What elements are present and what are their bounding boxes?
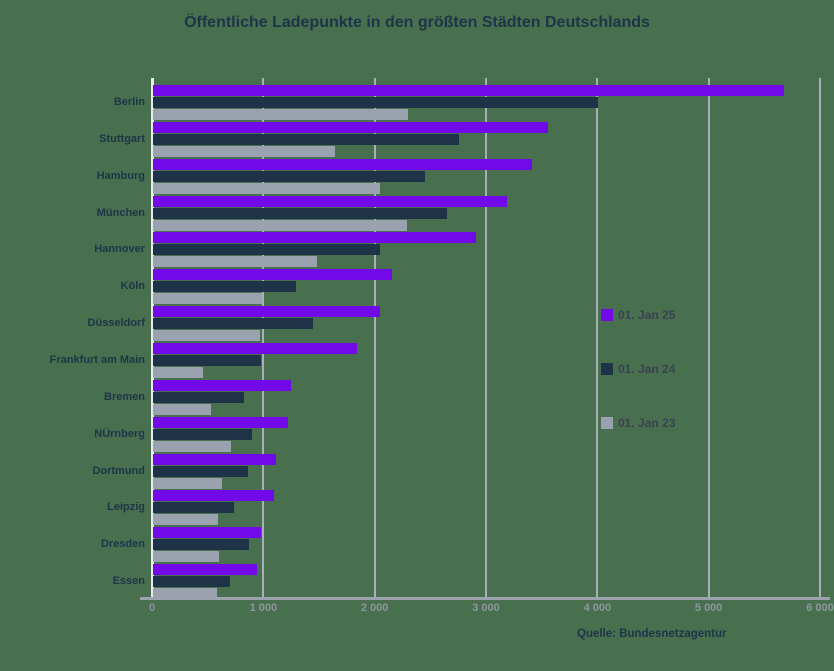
bar-frankfurt-am-main-01-jan-25 — [153, 342, 357, 354]
gridline — [485, 78, 487, 597]
bar-dresden-01-jan-23 — [153, 551, 219, 563]
x-tick-label: 5 000 — [694, 602, 723, 614]
category-label-hannover: Hannover — [94, 243, 145, 256]
bar-dresden-01-jan-25 — [153, 527, 261, 539]
bar-bremen-01-jan-25 — [153, 379, 292, 391]
bar-berlin-01-jan-25 — [153, 85, 785, 96]
bar-frankfurt-am-main-01-jan-24 — [153, 354, 261, 366]
gridline — [373, 78, 376, 597]
x-tick-label: 0 — [148, 602, 156, 614]
bar-leipzig-01-jan-25 — [153, 490, 275, 502]
legend-label-01-jan-24: 01. Jan 24 — [618, 362, 676, 376]
category-label-n-rnberg: NÜrnberg — [94, 427, 145, 440]
bar-m-nchen-01-jan-23 — [153, 219, 407, 231]
bar-frankfurt-am-main-01-jan-23 — [153, 366, 204, 378]
category-label-leipzig: Leipzig — [107, 501, 145, 514]
bar-k-ln-01-jan-25 — [153, 269, 393, 281]
category-label-essen: Essen — [112, 575, 145, 588]
x-tick-label: 2 000 — [360, 602, 389, 614]
bar-berlin-01-jan-24 — [153, 97, 599, 108]
y-axis-zero-line — [150, 78, 154, 597]
bar-stuttgart-01-jan-25 — [153, 121, 549, 133]
category-label-k-ln: Köln — [120, 280, 145, 293]
bar-hannover-01-jan-23 — [153, 256, 317, 268]
bar-dresden-01-jan-24 — [153, 539, 249, 551]
category-label-dortmund: Dortmund — [92, 464, 145, 477]
bar-essen-01-jan-25 — [153, 564, 257, 576]
legend-swatch-01-jan-25 — [601, 309, 613, 321]
category-label-bremen: Bremen — [104, 390, 145, 403]
bar-n-rnberg-01-jan-23 — [153, 440, 231, 452]
bar-hamburg-01-jan-23 — [153, 182, 381, 194]
category-label-d-sseldorf: Düsseldorf — [87, 317, 145, 330]
x-tick-label: 4 000 — [583, 602, 612, 614]
x-axis-baseline — [140, 597, 830, 600]
bar-dortmund-01-jan-23 — [153, 477, 222, 489]
bar-essen-01-jan-23 — [153, 588, 217, 600]
bar-n-rnberg-01-jan-25 — [153, 416, 288, 428]
category-label-stuttgart: Stuttgart — [99, 132, 145, 145]
x-tick-label: 6 000 — [806, 602, 834, 614]
bar-d-sseldorf-01-jan-23 — [153, 330, 260, 342]
bar-leipzig-01-jan-23 — [153, 514, 218, 526]
category-label-m-nchen: München — [96, 206, 145, 219]
bar-k-ln-01-jan-24 — [153, 281, 296, 293]
gridline — [262, 78, 265, 597]
category-label-frankfurt-am-main: Frankfurt am Main — [49, 353, 145, 366]
category-label-dresden: Dresden — [100, 538, 145, 551]
bar-stuttgart-01-jan-23 — [153, 145, 335, 157]
legend-label-01-jan-23: 01. Jan 23 — [618, 416, 676, 430]
bar-m-nchen-01-jan-25 — [153, 195, 507, 207]
bar-berlin-01-jan-23 — [153, 109, 408, 120]
bar-bremen-01-jan-23 — [153, 403, 211, 415]
bar-d-sseldorf-01-jan-24 — [153, 318, 314, 330]
source-credit: Quelle: Bundesnetzagentur — [577, 628, 727, 640]
legend-swatch-01-jan-23 — [601, 417, 613, 429]
legend-swatch-01-jan-24 — [601, 363, 613, 375]
bar-stuttgart-01-jan-24 — [153, 133, 460, 145]
bar-essen-01-jan-24 — [153, 576, 230, 588]
gridline — [596, 78, 599, 597]
x-tick-label: 3 000 — [472, 602, 500, 614]
chart-title: Öffentliche Ladepunkte in den größten St… — [184, 14, 650, 31]
bar-bremen-01-jan-24 — [153, 391, 245, 403]
bar-d-sseldorf-01-jan-25 — [153, 306, 381, 318]
gridline — [819, 78, 821, 597]
bar-hamburg-01-jan-25 — [153, 158, 532, 170]
x-tick-label: 1 000 — [249, 602, 278, 614]
bar-hannover-01-jan-25 — [153, 232, 476, 244]
bar-m-nchen-01-jan-24 — [153, 207, 447, 219]
bar-leipzig-01-jan-24 — [153, 502, 235, 514]
bar-dortmund-01-jan-24 — [153, 465, 248, 477]
bar-n-rnberg-01-jan-24 — [153, 428, 253, 440]
gridline — [707, 78, 710, 597]
bar-hamburg-01-jan-24 — [153, 170, 425, 182]
bar-hannover-01-jan-24 — [153, 244, 381, 256]
bar-k-ln-01-jan-23 — [153, 293, 263, 305]
category-label-hamburg: Hamburg — [96, 169, 145, 182]
category-label-berlin: Berlin — [113, 96, 145, 108]
bar-dortmund-01-jan-25 — [153, 453, 276, 465]
legend-label-01-jan-25: 01. Jan 25 — [618, 308, 676, 322]
